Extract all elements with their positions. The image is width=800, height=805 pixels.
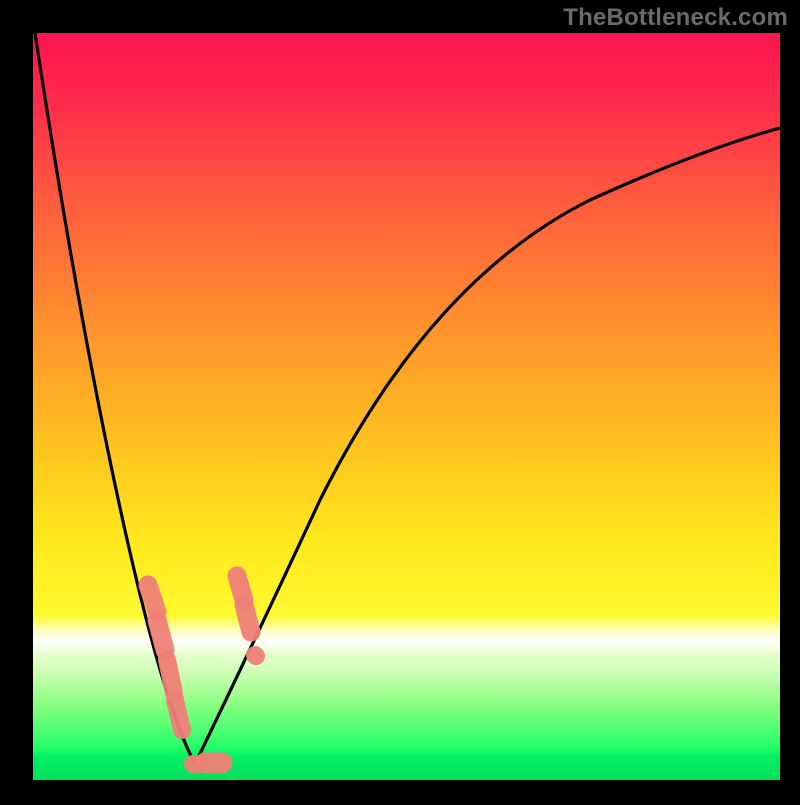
- chart-canvas: TheBottleneck.com: [0, 0, 800, 800]
- watermark-text: TheBottleneck.com: [563, 4, 788, 32]
- plot-background: [33, 33, 780, 780]
- marker-capsule: [175, 700, 182, 730]
- marker-capsule: [255, 655, 256, 656]
- marker-capsule: [157, 620, 165, 650]
- marker-capsule: [244, 605, 251, 632]
- marker-capsule: [167, 660, 174, 693]
- marker-capsule: [148, 585, 157, 612]
- chart-svg: [0, 0, 800, 800]
